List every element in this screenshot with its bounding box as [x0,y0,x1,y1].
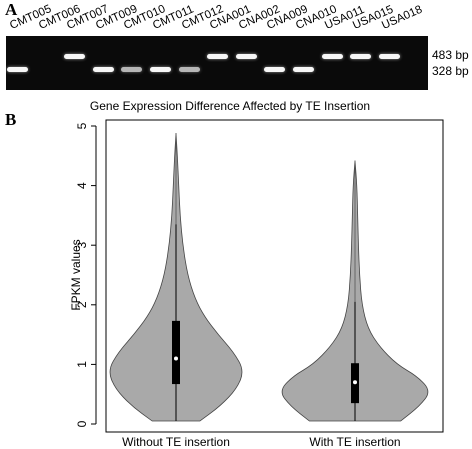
size-marker-483: 483 bp [432,48,469,62]
y-axis: 0 1 2 3 4 5 [75,122,97,427]
y-tick-label: 0 [75,420,89,427]
gel-band [92,67,114,72]
gel-band [235,54,257,59]
x-axis-labels: Without TE insertion With TE insertion [122,435,400,449]
gel-band [321,54,343,59]
y-tick-label: 1 [75,361,89,368]
y-tick-label: 4 [75,182,89,189]
gel-band [178,67,200,72]
x-category-label: With TE insertion [309,435,400,449]
y-axis-label: FPKM values [69,239,83,310]
gel-band [64,54,86,59]
x-category-label: Without TE insertion [122,435,230,449]
violin-iqr-box [172,320,180,385]
gel-band [378,54,400,59]
chart-title: Gene Expression Difference Affected by T… [90,99,370,113]
gel-band [7,67,28,72]
y-tick-label: 5 [75,122,89,129]
y-tick-label: 3 [75,242,89,249]
violin-median-dot [174,356,178,361]
panel-a-label: A [5,0,18,19]
gel-image [6,36,428,90]
gel-band [207,54,229,59]
size-marker-328: 328 bp [432,64,469,78]
panel-b-label: B [5,110,17,129]
violins [109,133,429,422]
gel-band [150,67,171,72]
violin-median-dot [353,380,357,385]
gel-band [350,54,372,59]
plot-frame [105,119,444,433]
gel-band [293,67,314,72]
gel-band [121,67,143,72]
gel-band [264,67,286,72]
y-tick-label: 2 [75,301,89,308]
